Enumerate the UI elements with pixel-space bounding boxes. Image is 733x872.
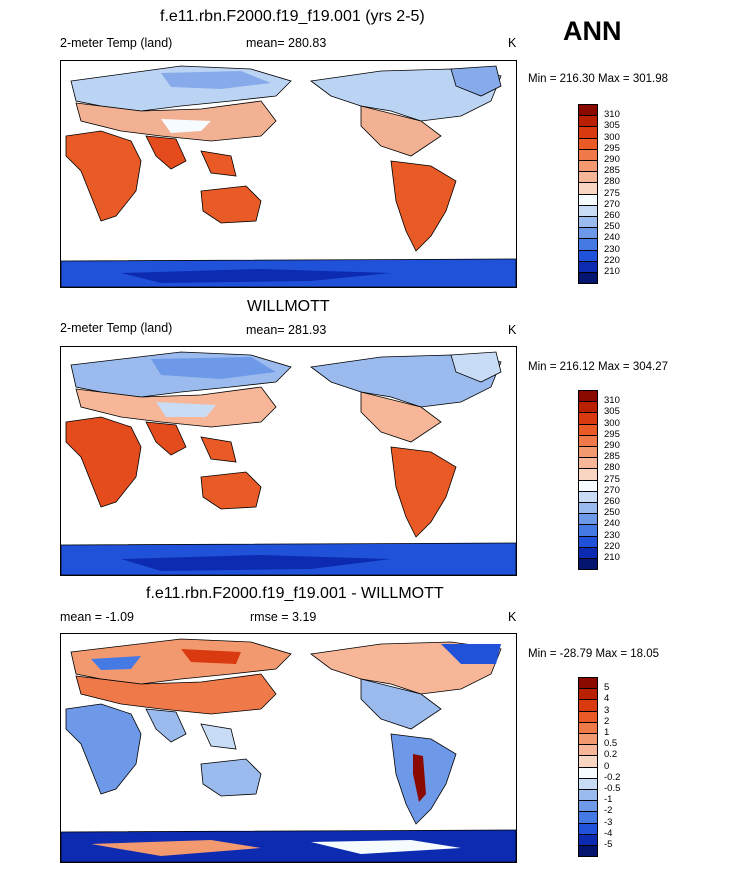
colorbar-label: 0 xyxy=(604,760,610,772)
panel2-map-svg xyxy=(61,351,516,575)
panel2-variable-label: 2-meter Temp (land) xyxy=(60,321,173,335)
colorbar-label: 275 xyxy=(604,187,620,199)
colorbar-label: 230 xyxy=(604,529,620,541)
panel2-map xyxy=(60,346,517,576)
colorbar-box xyxy=(578,558,598,571)
panel1-variable-label: 2-meter Temp (land) xyxy=(60,36,173,50)
colorbar-label: 270 xyxy=(604,484,620,496)
colorbar-label: 3 xyxy=(604,704,610,716)
colorbar-label: 0.5 xyxy=(604,738,618,750)
colorbar-label: 295 xyxy=(604,142,620,154)
colorbar-box xyxy=(578,845,598,858)
colorbar-label: 2 xyxy=(604,715,610,727)
colorbar-label: -1 xyxy=(604,794,613,806)
panel1-unit: K xyxy=(508,36,517,50)
panel2-title: WILLMOTT xyxy=(247,298,330,315)
colorbar-label: 1 xyxy=(604,727,610,738)
colorbar-label: 285 xyxy=(604,451,620,463)
panel1-map xyxy=(60,60,517,288)
colorbar-label: 220 xyxy=(604,254,620,266)
colorbar-label: 230 xyxy=(604,243,620,255)
panel3-unit: K xyxy=(508,610,517,624)
panel1-title: f.e11.rbn.F2000.f19_f19.001 (yrs 2-5) xyxy=(160,8,425,25)
colorbar-label: 270 xyxy=(604,198,620,210)
colorbar-label: 0.2 xyxy=(604,749,618,761)
panel1-mean: mean= 280.83 xyxy=(246,36,327,50)
colorbar-label: 300 xyxy=(604,417,620,429)
colorbar-label: 290 xyxy=(604,440,620,451)
colorbar-label: 295 xyxy=(604,428,620,440)
colorbar-label: 250 xyxy=(604,221,620,233)
colorbar-label: 280 xyxy=(604,462,620,474)
panel2-minmax: Min = 216.12 Max = 304.27 xyxy=(528,361,669,373)
colorbar-label: -3 xyxy=(604,816,613,828)
panel3-map xyxy=(60,633,517,863)
colorbar-label: 275 xyxy=(604,473,620,485)
colorbar-label: 310 xyxy=(604,109,620,121)
colorbar-label: 285 xyxy=(604,165,620,177)
colorbar-label: 250 xyxy=(604,507,620,519)
colorbar-label: 280 xyxy=(604,176,620,188)
colorbar-label: -0.5 xyxy=(604,783,621,794)
panel3-minmax: Min = -28.79 Max = 18.05 xyxy=(528,648,660,660)
colorbar-label: 260 xyxy=(604,210,620,221)
colorbar-label: 4 xyxy=(604,693,610,705)
colorbar-label: -2 xyxy=(604,805,613,817)
colorbar-label: 260 xyxy=(604,496,620,507)
colorbar-label: 305 xyxy=(604,120,620,132)
colorbar-label: -0.2 xyxy=(604,771,621,783)
colorbar-label: -5 xyxy=(604,839,613,850)
colorbar-label: 310 xyxy=(604,395,620,407)
panel3-title: f.e11.rbn.F2000.f19_f19.001 - WILLMOTT xyxy=(146,585,444,602)
panel3-mean: mean = -1.09 xyxy=(60,610,135,624)
colorbar-label: 290 xyxy=(604,154,620,165)
panel3-rmse: rmse = 3.19 xyxy=(250,610,317,624)
colorbar-label: -4 xyxy=(604,827,613,839)
panel2-mean: mean= 281.93 xyxy=(246,323,327,337)
colorbar-label: 305 xyxy=(604,406,620,418)
panel1-minmax: Min = 216.30 Max = 301.98 xyxy=(528,73,669,85)
colorbar-label: 210 xyxy=(604,552,620,563)
panel1-map-svg xyxy=(61,65,516,287)
colorbar-label: 220 xyxy=(604,540,620,552)
colorbar-label: 5 xyxy=(604,682,610,694)
colorbar-box xyxy=(578,272,598,285)
season-label: ANN xyxy=(563,16,622,46)
colorbar-label: 300 xyxy=(604,131,620,143)
colorbar-label: 240 xyxy=(604,518,620,530)
panel3-map-svg xyxy=(61,638,516,862)
panel2-unit: K xyxy=(508,323,517,337)
colorbar-label: 210 xyxy=(604,266,620,277)
colorbar-label: 240 xyxy=(604,232,620,244)
